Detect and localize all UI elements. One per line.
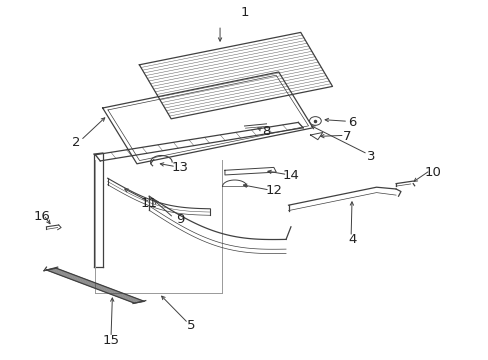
Text: 12: 12 bbox=[265, 184, 282, 197]
Text: 2: 2 bbox=[71, 136, 80, 149]
Text: 7: 7 bbox=[342, 130, 351, 143]
Text: 15: 15 bbox=[103, 334, 120, 347]
Text: 1: 1 bbox=[240, 6, 248, 19]
Text: 11: 11 bbox=[141, 197, 157, 210]
Text: 16: 16 bbox=[33, 210, 50, 222]
Text: 5: 5 bbox=[186, 319, 195, 332]
Text: 6: 6 bbox=[347, 116, 356, 129]
Text: 4: 4 bbox=[347, 233, 356, 246]
Text: 13: 13 bbox=[171, 161, 188, 174]
Text: 9: 9 bbox=[175, 213, 184, 226]
Text: 3: 3 bbox=[366, 150, 375, 163]
Text: 10: 10 bbox=[424, 166, 440, 179]
Text: 14: 14 bbox=[282, 169, 299, 182]
Text: 8: 8 bbox=[262, 125, 270, 138]
